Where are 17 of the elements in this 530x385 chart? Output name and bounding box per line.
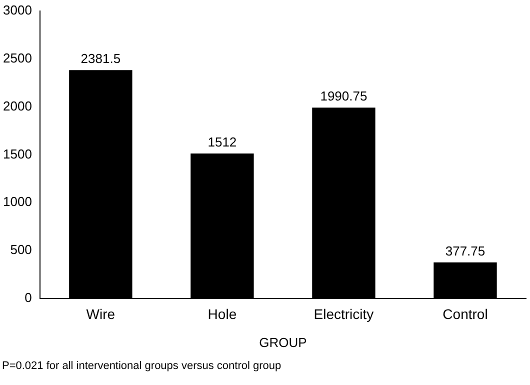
- x-tick-label: Control: [442, 306, 488, 322]
- y-tick-label: 1000: [3, 194, 32, 210]
- data-label: 2381.5: [80, 51, 121, 66]
- y-tick-label: 1500: [3, 146, 32, 162]
- x-tick-label: Wire: [86, 306, 116, 322]
- y-tick-label: 2000: [3, 98, 32, 114]
- y-tick-label: 2500: [3, 50, 32, 66]
- data-label: 1512: [208, 134, 237, 150]
- y-tick-label: 500: [10, 242, 32, 258]
- x-axis-title: GROUP: [259, 334, 307, 350]
- y-tick-label: 3000: [3, 2, 32, 18]
- text: P=0.021 for all interventional groups versus control group: [2, 360, 282, 372]
- x-tick-label: Hole: [208, 306, 237, 322]
- x-tick-label: Electricity: [314, 306, 374, 322]
- y-tick-label: 0: [24, 290, 32, 306]
- data-label: 1990.75: [320, 88, 368, 104]
- data-label: 377.75: [445, 243, 486, 258]
